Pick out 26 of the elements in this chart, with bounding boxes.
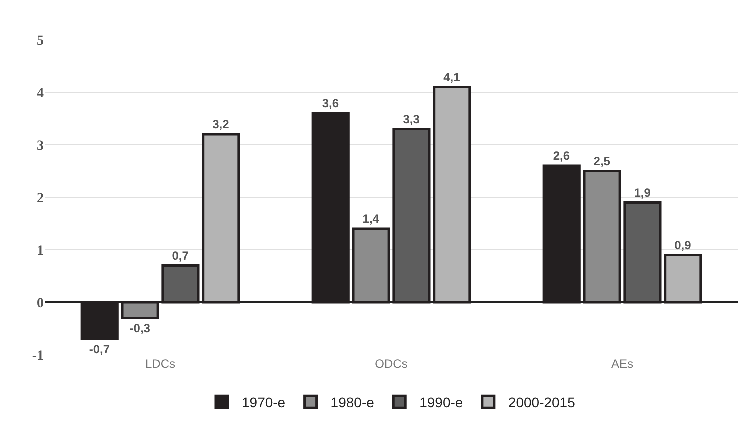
data-label: 2,6 [553, 149, 570, 163]
y-tick-label: 4 [37, 86, 44, 102]
legend-label: 1980-e [330, 394, 375, 411]
x-tick-label: LDCs [145, 357, 176, 371]
legend-label: 1970-e [242, 394, 286, 411]
data-label: 1,9 [634, 186, 652, 200]
data-label: 2,5 [594, 154, 611, 168]
data-label: 4,1 [444, 70, 461, 84]
data-label: 3,6 [322, 96, 340, 110]
data-label: 0,9 [674, 238, 692, 252]
y-tick-label: 5 [37, 34, 44, 49]
y-tick-label: 1 [37, 244, 44, 259]
legend-label: 1990-e [420, 394, 464, 411]
y-tick-label: 3 [37, 138, 44, 154]
legend-label: 2000-2015 [508, 394, 576, 411]
y-tick-label: 0 [37, 296, 44, 312]
data-label: -0,7 [89, 342, 110, 356]
y-tick-label: -1 [32, 348, 44, 364]
x-tick-label: AEs [611, 357, 634, 371]
data-label: 1,4 [362, 212, 380, 226]
x-tick-label: ODCs [375, 357, 408, 371]
data-label: 3,3 [403, 112, 420, 126]
data-label: 0,7 [172, 248, 190, 263]
y-tick-label: 2 [37, 191, 44, 206]
data-label: 3,2 [212, 118, 230, 132]
data-label: -0,3 [130, 321, 151, 336]
